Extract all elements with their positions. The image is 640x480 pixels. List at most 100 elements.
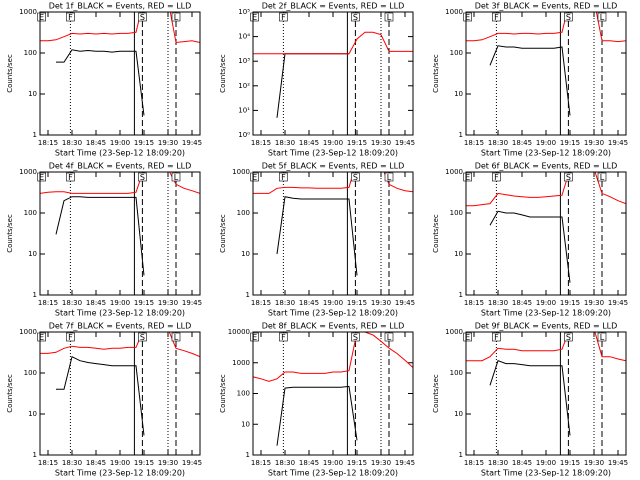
annotation-label: S [353,13,358,22]
annotation-label: F [494,173,499,182]
annotation-label: E [252,333,257,342]
y-tick-label: 10⁴ [238,33,250,41]
y-axis-label: Counts/sec [432,374,440,413]
x-axis-label: Start Time (23-Sep-12 18:09:20) [55,149,185,158]
x-tick-label: 18:30 [488,459,508,467]
y-tick-label: 10 [28,90,37,98]
y-axis-label: Counts/sec [6,374,14,413]
annotation-box [384,172,394,182]
annotation-label: E [465,13,470,22]
annotation-label: L [387,173,392,182]
series-line [276,385,358,446]
y-axis-label: Counts/sec [432,214,440,253]
series-line [253,332,413,382]
annotation-label: L [174,13,179,22]
series-line [55,196,145,276]
x-tick-label: 19:30 [158,459,178,467]
y-tick-label: 10⁰ [238,131,250,139]
annotation-label: E [39,333,44,342]
panel: Det 7f_BLACK = Events, RED = LLD Counts/s… [6,322,202,478]
y-tick-label: 10 [454,90,463,98]
x-tick-label: 18:45 [299,139,319,147]
annotation-label: F [281,333,286,342]
x-tick-label: 19:15 [347,459,367,467]
annotation-label: E [465,173,470,182]
plot-frame [252,11,414,136]
y-tick-label: 1 [459,451,463,459]
x-tick-label: 19:15 [347,299,367,307]
annotation-box [463,12,472,22]
x-tick-label: 19:00 [323,459,343,467]
y-tick-label: 10³ [238,57,250,65]
y-tick-label: 10 [241,250,250,258]
y-tick-label: 10000 [228,328,250,336]
x-tick-label: 19:45 [395,139,415,147]
x-tick-label: 18:30 [488,139,508,147]
annotation-box [279,172,288,182]
panel-title: Det 2f_BLACK = Events, RED = LLD [262,2,405,11]
x-tick-label: 19:45 [608,459,628,467]
y-tick-label: 1000 [19,168,37,176]
y-tick-label: 1000 [19,328,37,336]
annotation-label: L [600,173,605,182]
x-tick-label: 19:30 [158,139,178,147]
y-tick-label: 1000 [232,168,250,176]
y-axis-label: Counts/sec [432,54,440,93]
x-tick-label: 19:45 [182,299,202,307]
y-tick-label: 1 [33,131,37,139]
panel: Det 8f_BLACK = Events, RED = LLD Counts/s… [219,322,415,478]
y-tick-label: 10 [454,250,463,258]
annotation-label: L [387,13,392,22]
annotation-box [351,332,360,342]
x-tick-label: 18:45 [86,299,106,307]
y-tick-label: 1000 [445,328,463,336]
y-tick-label: 1000 [445,8,463,16]
plot-frame [465,331,627,456]
y-axis-label: Counts/sec [6,54,14,93]
x-tick-label: 18:30 [62,459,82,467]
x-tick-label: 18:45 [512,459,532,467]
annotation-box [597,172,607,182]
annotation-box [250,12,259,22]
series-line [40,332,200,358]
x-tick-label: 19:45 [182,139,202,147]
plot-frame [252,171,414,296]
x-tick-label: 18:15 [251,139,271,147]
x-tick-label: 18:30 [62,299,82,307]
series-line [276,196,358,276]
annotation-label: S [140,173,145,182]
y-tick-label: 1000 [445,168,463,176]
x-tick-label: 19:45 [608,299,628,307]
annotation-box [171,172,181,182]
x-tick-label: 19:15 [134,299,154,307]
annotation-box [564,12,573,22]
annotation-label: S [566,173,571,182]
x-tick-label: 18:30 [275,299,295,307]
annotation-box [597,12,607,22]
x-tick-label: 18:45 [299,459,319,467]
x-tick-label: 19:00 [536,139,556,147]
x-tick-label: 18:15 [464,299,484,307]
y-tick-label: 10 [241,420,250,428]
x-tick-label: 19:30 [584,139,604,147]
y-tick-label: 1 [246,291,250,299]
annotation-box [66,172,75,182]
panel: Det 9f_BLACK = Events, RED = LLD Counts/s… [432,322,628,478]
annotation-box [463,172,472,182]
annotation-box [463,332,472,342]
x-tick-label: 19:45 [608,139,628,147]
y-tick-label: 100 [450,369,463,377]
series-line [56,49,145,116]
y-tick-label: 10 [454,410,463,418]
annotation-label: L [600,13,605,22]
annotation-label: F [494,333,499,342]
series-line [489,360,571,436]
x-tick-label: 19:30 [371,459,391,467]
annotation-label: F [494,13,499,22]
plot-frame [465,11,627,136]
x-tick-label: 19:15 [134,139,154,147]
annotation-label: S [140,13,145,22]
x-tick-label: 18:15 [251,299,271,307]
x-tick-label: 19:00 [536,299,556,307]
